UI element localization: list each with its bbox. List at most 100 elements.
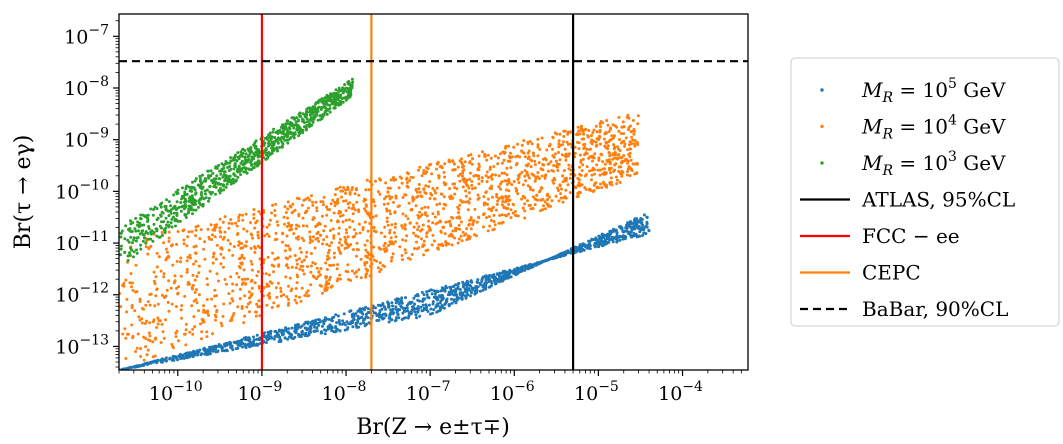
- y-tick-label: 10−9: [64, 126, 109, 152]
- data-point: [148, 303, 152, 307]
- data-point: [385, 220, 389, 224]
- data-point: [249, 145, 253, 149]
- data-point: [215, 243, 219, 247]
- data-point: [490, 209, 493, 213]
- data-point: [436, 290, 440, 294]
- data-point: [461, 185, 465, 189]
- data-point: [175, 356, 179, 360]
- data-point: [253, 250, 257, 254]
- data-point: [138, 297, 142, 301]
- data-point: [248, 168, 252, 171]
- data-point: [269, 330, 273, 334]
- data-point: [383, 235, 387, 239]
- data-point: [316, 109, 320, 113]
- data-point: [250, 155, 254, 159]
- data-point: [155, 251, 159, 255]
- data-point: [297, 197, 301, 201]
- data-point: [363, 243, 367, 247]
- data-point: [614, 162, 618, 166]
- data-point: [200, 330, 204, 334]
- data-point: [575, 195, 579, 199]
- data-point: [188, 330, 192, 334]
- data-point: [235, 341, 239, 345]
- data-point: [630, 130, 634, 133]
- data-point: [355, 200, 359, 204]
- data-point: [388, 231, 392, 235]
- data-point: [175, 211, 179, 215]
- data-point: [409, 175, 413, 179]
- data-point: [477, 182, 481, 186]
- data-point: [474, 173, 478, 177]
- data-point: [607, 240, 611, 244]
- data-point: [262, 335, 266, 339]
- data-point: [305, 321, 309, 325]
- data-point: [258, 257, 262, 261]
- data-point: [256, 233, 260, 237]
- data-point: [608, 138, 612, 142]
- data-point: [421, 223, 425, 227]
- data-point: [412, 225, 416, 229]
- data-point: [166, 209, 170, 213]
- data-point: [227, 221, 231, 225]
- data-point: [493, 154, 497, 158]
- data-point: [339, 102, 343, 106]
- data-point: [600, 242, 604, 246]
- data-point: [374, 214, 378, 218]
- data-point: [206, 283, 210, 287]
- data-point: [319, 200, 323, 204]
- data-point: [297, 212, 301, 216]
- data-point: [244, 338, 248, 342]
- data-point: [131, 288, 135, 292]
- data-point: [334, 325, 338, 328]
- data-point: [325, 93, 329, 97]
- data-point: [294, 120, 298, 124]
- data-point: [247, 158, 251, 161]
- data-point: [461, 165, 464, 169]
- data-point: [323, 316, 327, 320]
- data-point: [197, 293, 201, 297]
- data-point: [311, 120, 315, 124]
- data-point: [290, 326, 294, 330]
- data-point: [131, 334, 135, 338]
- data-point: [604, 140, 608, 144]
- data-point: [262, 258, 266, 262]
- data-point: [185, 244, 189, 248]
- data-point: [611, 240, 615, 244]
- data-point: [341, 189, 345, 193]
- data-point: [265, 232, 269, 236]
- data-point: [230, 316, 234, 320]
- data-point: [593, 243, 597, 247]
- data-point: [332, 251, 336, 255]
- data-point: [517, 175, 521, 179]
- data-point: [205, 188, 209, 192]
- data-point: [268, 218, 272, 222]
- data-point: [309, 326, 313, 330]
- data-point: [426, 248, 430, 252]
- data-point: [298, 295, 301, 299]
- data-point: [610, 237, 614, 241]
- data-point: [326, 251, 330, 255]
- data-point: [467, 191, 471, 195]
- data-point: [295, 327, 299, 331]
- data-point: [257, 154, 261, 158]
- data-point: [167, 309, 171, 313]
- data-point: [633, 172, 637, 176]
- data-point: [389, 178, 393, 182]
- data-point: [336, 263, 340, 267]
- data-point: [410, 308, 414, 312]
- data-point: [284, 125, 288, 129]
- data-point: [284, 244, 288, 247]
- data-point: [164, 247, 168, 251]
- data-point: [629, 158, 633, 162]
- data-point: [334, 187, 338, 191]
- data-point: [597, 158, 601, 161]
- data-point: [521, 206, 525, 210]
- data-point: [592, 168, 596, 172]
- data-point: [344, 218, 348, 222]
- data-point: [151, 360, 155, 364]
- data-point: [203, 177, 207, 181]
- data-point: [344, 209, 348, 213]
- data-point: [191, 287, 194, 291]
- data-point: [286, 119, 290, 123]
- data-point: [333, 106, 337, 110]
